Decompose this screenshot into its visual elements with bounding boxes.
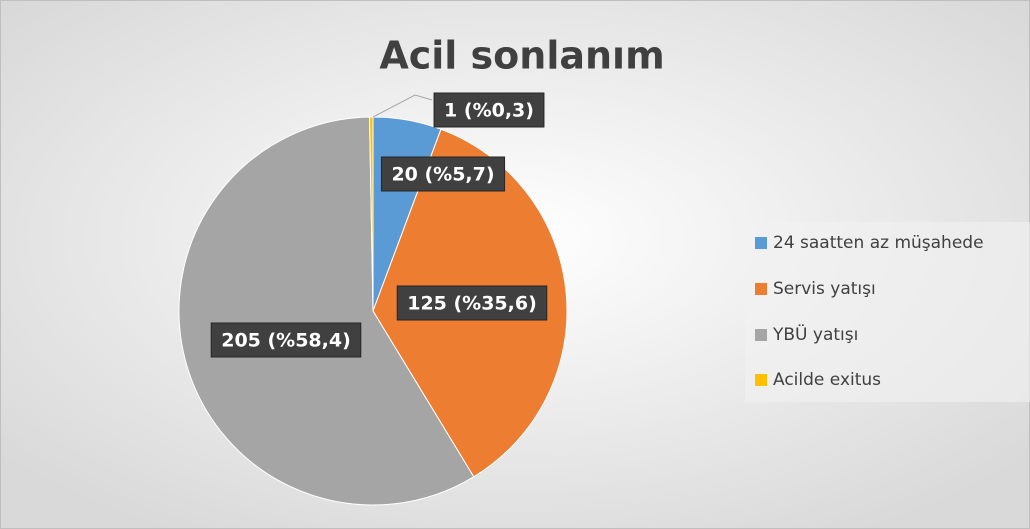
legend-label: 24 saatten az müşahede bbox=[773, 233, 984, 253]
pie-slice bbox=[369, 116, 374, 312]
chart-title: Acil sonlanım bbox=[379, 34, 664, 78]
legend-label: Servis yatışı bbox=[773, 279, 876, 299]
data-label: 125 (%35,6) bbox=[407, 293, 537, 315]
legend-label: YBÜ yatışı bbox=[772, 323, 858, 345]
data-label-box bbox=[433, 92, 545, 128]
data-label: 1 (%0,3) bbox=[444, 100, 534, 122]
data-label: 20 (%5,7) bbox=[391, 164, 494, 186]
data-label-box bbox=[210, 322, 362, 358]
legend-box bbox=[745, 222, 1030, 402]
legend-swatch bbox=[755, 283, 767, 295]
legend-swatch bbox=[755, 329, 767, 341]
pie-slice bbox=[178, 116, 475, 506]
legend-swatch bbox=[755, 374, 767, 386]
data-label-box bbox=[380, 156, 506, 192]
legend-swatch bbox=[755, 237, 767, 249]
data-label-box bbox=[396, 285, 548, 321]
leader-line bbox=[372, 94, 433, 118]
data-label: 205 (%58,4) bbox=[221, 330, 351, 352]
legend-label: Acilde exitus bbox=[773, 370, 881, 390]
